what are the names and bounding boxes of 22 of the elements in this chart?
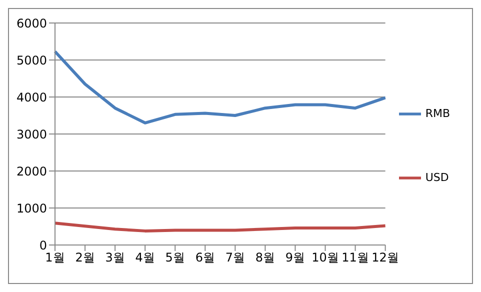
- x-tick-label: 5월: [165, 250, 185, 265]
- x-tick-label: 6월: [195, 250, 215, 265]
- x-tick-label: 9월: [285, 250, 306, 265]
- x-tick-label: 7월: [225, 250, 245, 265]
- x-tick-label: 10월: [312, 250, 339, 265]
- x-tick-label: 12월: [372, 250, 399, 265]
- y-tick-label: 2000: [16, 164, 47, 178]
- x-tick-label: 4월: [135, 250, 155, 265]
- x-tick-label: 8월: [255, 250, 276, 265]
- x-tick-label: 2월: [75, 250, 95, 265]
- y-tick-label: 6000: [16, 16, 47, 30]
- line-series: [54, 222, 387, 232]
- x-tick-label: 3월: [105, 250, 125, 265]
- y-tick-label: 1000: [16, 201, 47, 216]
- y-tick-label: 0: [39, 238, 47, 252]
- x-tick-label: 11월: [342, 250, 369, 265]
- y-tick-label: 3000: [16, 127, 47, 142]
- y-tick-label: 5000: [16, 53, 47, 68]
- legend-label: RMB: [425, 107, 450, 120]
- legend-label: USD: [425, 171, 449, 184]
- x-tick-label: 1월: [45, 250, 65, 265]
- y-tick-label: 4000: [16, 90, 47, 104]
